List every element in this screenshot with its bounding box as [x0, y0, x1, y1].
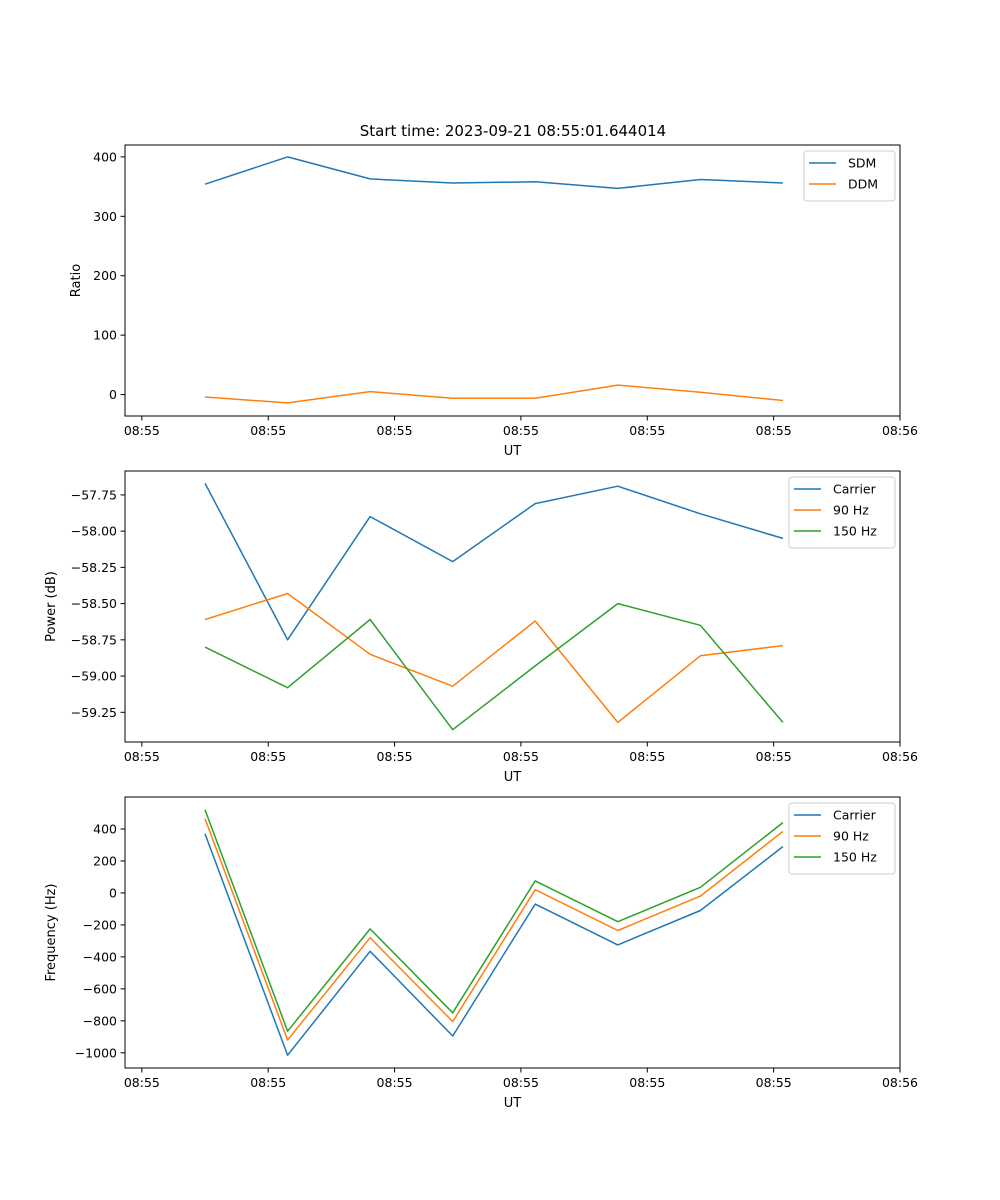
y-tick-label: −600: [83, 981, 117, 996]
legend-entry-label: DDM: [848, 177, 878, 192]
x-tick-label: 08:55: [250, 749, 286, 764]
y-axis-label: Power (dB): [44, 571, 59, 642]
legend: Carrier 90 Hz 150 Hz: [788, 476, 896, 549]
subplot-2: 08:55 08:55 08:55 08:55 08:55 08:55 08:56 −57.7…: [44, 470, 918, 785]
x-tick-label: 08:55: [124, 1075, 160, 1090]
y-tick-label: 0: [109, 387, 117, 402]
y-tick-label: 200: [93, 268, 117, 283]
subplot-1: 08:55 08:55 08:55 08:55 08:55 08:55 08:56 0 100 2…: [69, 144, 918, 459]
series-line-90-hz: [204, 592, 783, 724]
x-tick-label: 08:55: [377, 1075, 413, 1090]
x-tick-label: 08:55: [629, 423, 665, 438]
axes-frame: [124, 796, 901, 1069]
legend: SDM DDM: [803, 150, 896, 202]
legend-entry-label: 90 Hz: [833, 503, 869, 518]
y-tick-label: −400: [83, 949, 117, 964]
axes-frame: [124, 144, 901, 417]
y-tick-label: 200: [93, 853, 117, 868]
y-tick-label: −58.25: [71, 560, 117, 575]
y-tick-label: −58.50: [71, 596, 117, 611]
x-tick-label: 08:55: [629, 749, 665, 764]
x-tick-label: 08:55: [756, 423, 792, 438]
y-tick-label: 300: [93, 209, 117, 224]
x-tick-label: 08:55: [503, 749, 539, 764]
x-tick-label: 08:55: [377, 423, 413, 438]
x-tick-label: 08:55: [250, 423, 286, 438]
series-line-ddm: [204, 384, 783, 404]
series-line-sdm: [204, 156, 783, 190]
y-tick-label: 100: [93, 328, 117, 343]
legend-entry-label: 90 Hz: [833, 829, 869, 844]
axes-frame: [124, 470, 901, 743]
x-tick-label: 08:55: [629, 1075, 665, 1090]
legend-entry-label: 150 Hz: [833, 524, 877, 539]
x-tick-label: 08:55: [503, 423, 539, 438]
x-tick-label: 08:55: [756, 1075, 792, 1090]
x-tick-label: 08:56: [882, 749, 918, 764]
x-axis-label: UT: [504, 444, 522, 459]
y-tick-label: −1000: [75, 1045, 117, 1060]
x-axis-label: UT: [504, 1096, 522, 1111]
legend-entry-label: Carrier: [833, 808, 877, 823]
series-line-150-hz: [204, 809, 784, 1032]
legend: Carrier 90 Hz 150 Hz: [788, 802, 896, 875]
x-tick-label: 08:55: [377, 749, 413, 764]
y-tick-label: −200: [83, 917, 117, 932]
x-tick-label: 08:56: [882, 423, 918, 438]
legend-entry-label: SDM: [848, 156, 876, 171]
y-axis-label: Ratio: [69, 264, 84, 297]
series-line-150-hz: [204, 602, 784, 731]
x-axis-label: UT: [504, 770, 522, 785]
y-tick-label: −800: [83, 1013, 117, 1028]
series-line-carrier: [204, 833, 784, 1056]
figure-title: Start time: 2023-09-21 08:55:01.644014: [360, 122, 666, 140]
y-tick-label: −58.75: [71, 632, 117, 647]
x-tick-label: 08:55: [756, 749, 792, 764]
x-tick-label: 08:56: [882, 1075, 918, 1090]
y-tick-label: −59.25: [71, 705, 117, 720]
y-tick-label: −57.75: [71, 487, 117, 502]
y-tick-label: 400: [93, 821, 117, 836]
legend-entry-label: 150 Hz: [833, 850, 877, 865]
x-tick-label: 08:55: [250, 1075, 286, 1090]
legend-entry-label: Carrier: [833, 482, 877, 497]
subplot-3: 08:55 08:55 08:55 08:55 08:55 08:55 08:56 400 20…: [44, 796, 918, 1111]
x-tick-label: 08:55: [124, 749, 160, 764]
x-tick-label: 08:55: [503, 1075, 539, 1090]
series-line-90-hz: [204, 818, 784, 1041]
y-tick-label: 0: [109, 885, 117, 900]
y-tick-label: −58.00: [71, 524, 117, 539]
series-line-carrier: [204, 482, 784, 641]
y-tick-label: −59.00: [71, 669, 117, 684]
y-tick-label: 400: [93, 149, 117, 164]
x-tick-label: 08:55: [124, 423, 160, 438]
y-axis-label: Frequency (Hz): [44, 883, 59, 981]
